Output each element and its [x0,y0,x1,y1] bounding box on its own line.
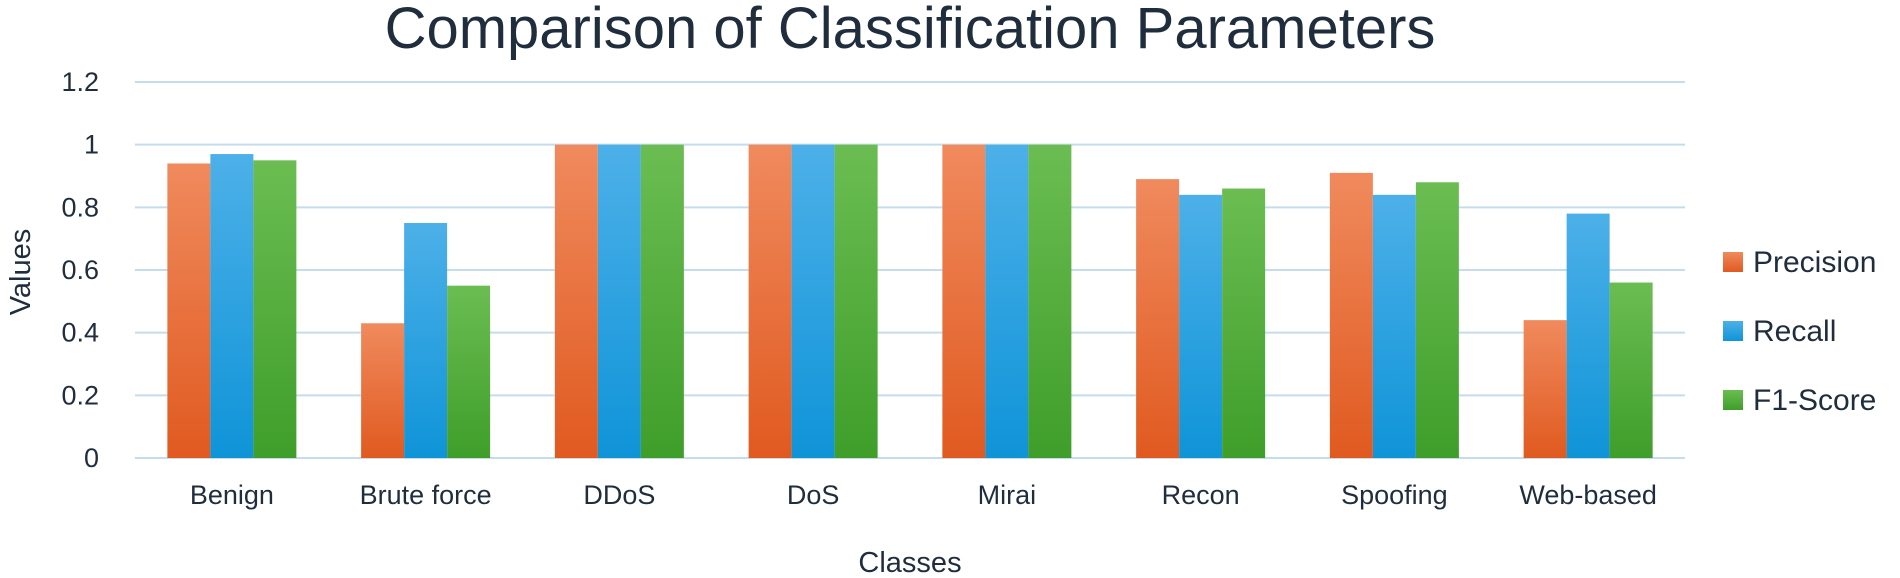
bar-recall-ddos [597,144,641,458]
bar-f1-score-dos [834,144,878,458]
bar-recall-brute-force [404,223,448,458]
bar-recall-mirai [985,144,1029,458]
bar-f1-score-recon [1222,188,1266,459]
x-tick-label: DDoS [583,480,655,510]
y-tick-label: 0.2 [61,380,99,410]
bar-recall-web-based [1566,213,1610,458]
x-tick-label: Recon [1162,480,1240,510]
bar-f1-score-mirai [1028,144,1072,458]
bar-precision-brute-force [361,323,405,458]
bars [167,144,1653,459]
legend-label: Recall [1753,315,1836,348]
bar-f1-score-web-based [1609,282,1653,458]
legend-swatch [1723,390,1743,410]
x-tick-label: Brute force [360,480,492,510]
legend-label: Precision [1753,246,1876,279]
legend-swatch [1723,321,1743,341]
bar-precision-mirai [942,144,986,458]
bar-f1-score-ddos [640,144,684,458]
legend-label: F1-Score [1753,384,1876,417]
x-tick-label: DoS [787,480,840,510]
x-tick-label: Web-based [1519,480,1657,510]
bar-precision-ddos [554,144,598,458]
bar-precision-recon [1136,179,1180,458]
legend: Precision Recall F1-Score [1723,246,1876,417]
y-tick-label: 1.2 [61,67,99,97]
y-tick-label: 0.6 [61,255,99,285]
y-tick-label: 1 [84,130,99,160]
bar-recall-recon [1179,194,1223,459]
bar-f1-score-benign [253,160,297,459]
x-tick-label: Spoofing [1341,480,1448,510]
bar-recall-benign [210,154,254,459]
x-axis-ticks: Benign Brute force DDoS DoS Mirai Recon Spoofi… [190,480,1657,510]
y-axis-ticks: 0 0.2 0.4 0.6 0.8 1 1.2 [61,67,99,473]
bar-precision-spoofing [1329,172,1373,458]
bar-precision-web-based [1523,320,1567,458]
y-tick-label: 0 [84,443,99,473]
bar-recall-dos [791,144,835,458]
bar-f1-score-brute-force [447,285,491,458]
bar-precision-benign [167,163,211,458]
y-tick-label: 0.4 [61,318,99,348]
x-axis-label: Classes [858,547,961,578]
bar-f1-score-spoofing [1415,182,1459,458]
bar-recall-spoofing [1372,194,1416,459]
chart-title: Comparison of Classification Parameters [385,0,1436,61]
x-tick-label: Mirai [978,480,1037,510]
y-tick-label: 0.8 [61,192,99,222]
y-axis-label: Values [5,229,37,316]
x-tick-label: Benign [190,480,274,510]
legend-swatch [1723,252,1743,272]
bar-precision-dos [748,144,792,458]
